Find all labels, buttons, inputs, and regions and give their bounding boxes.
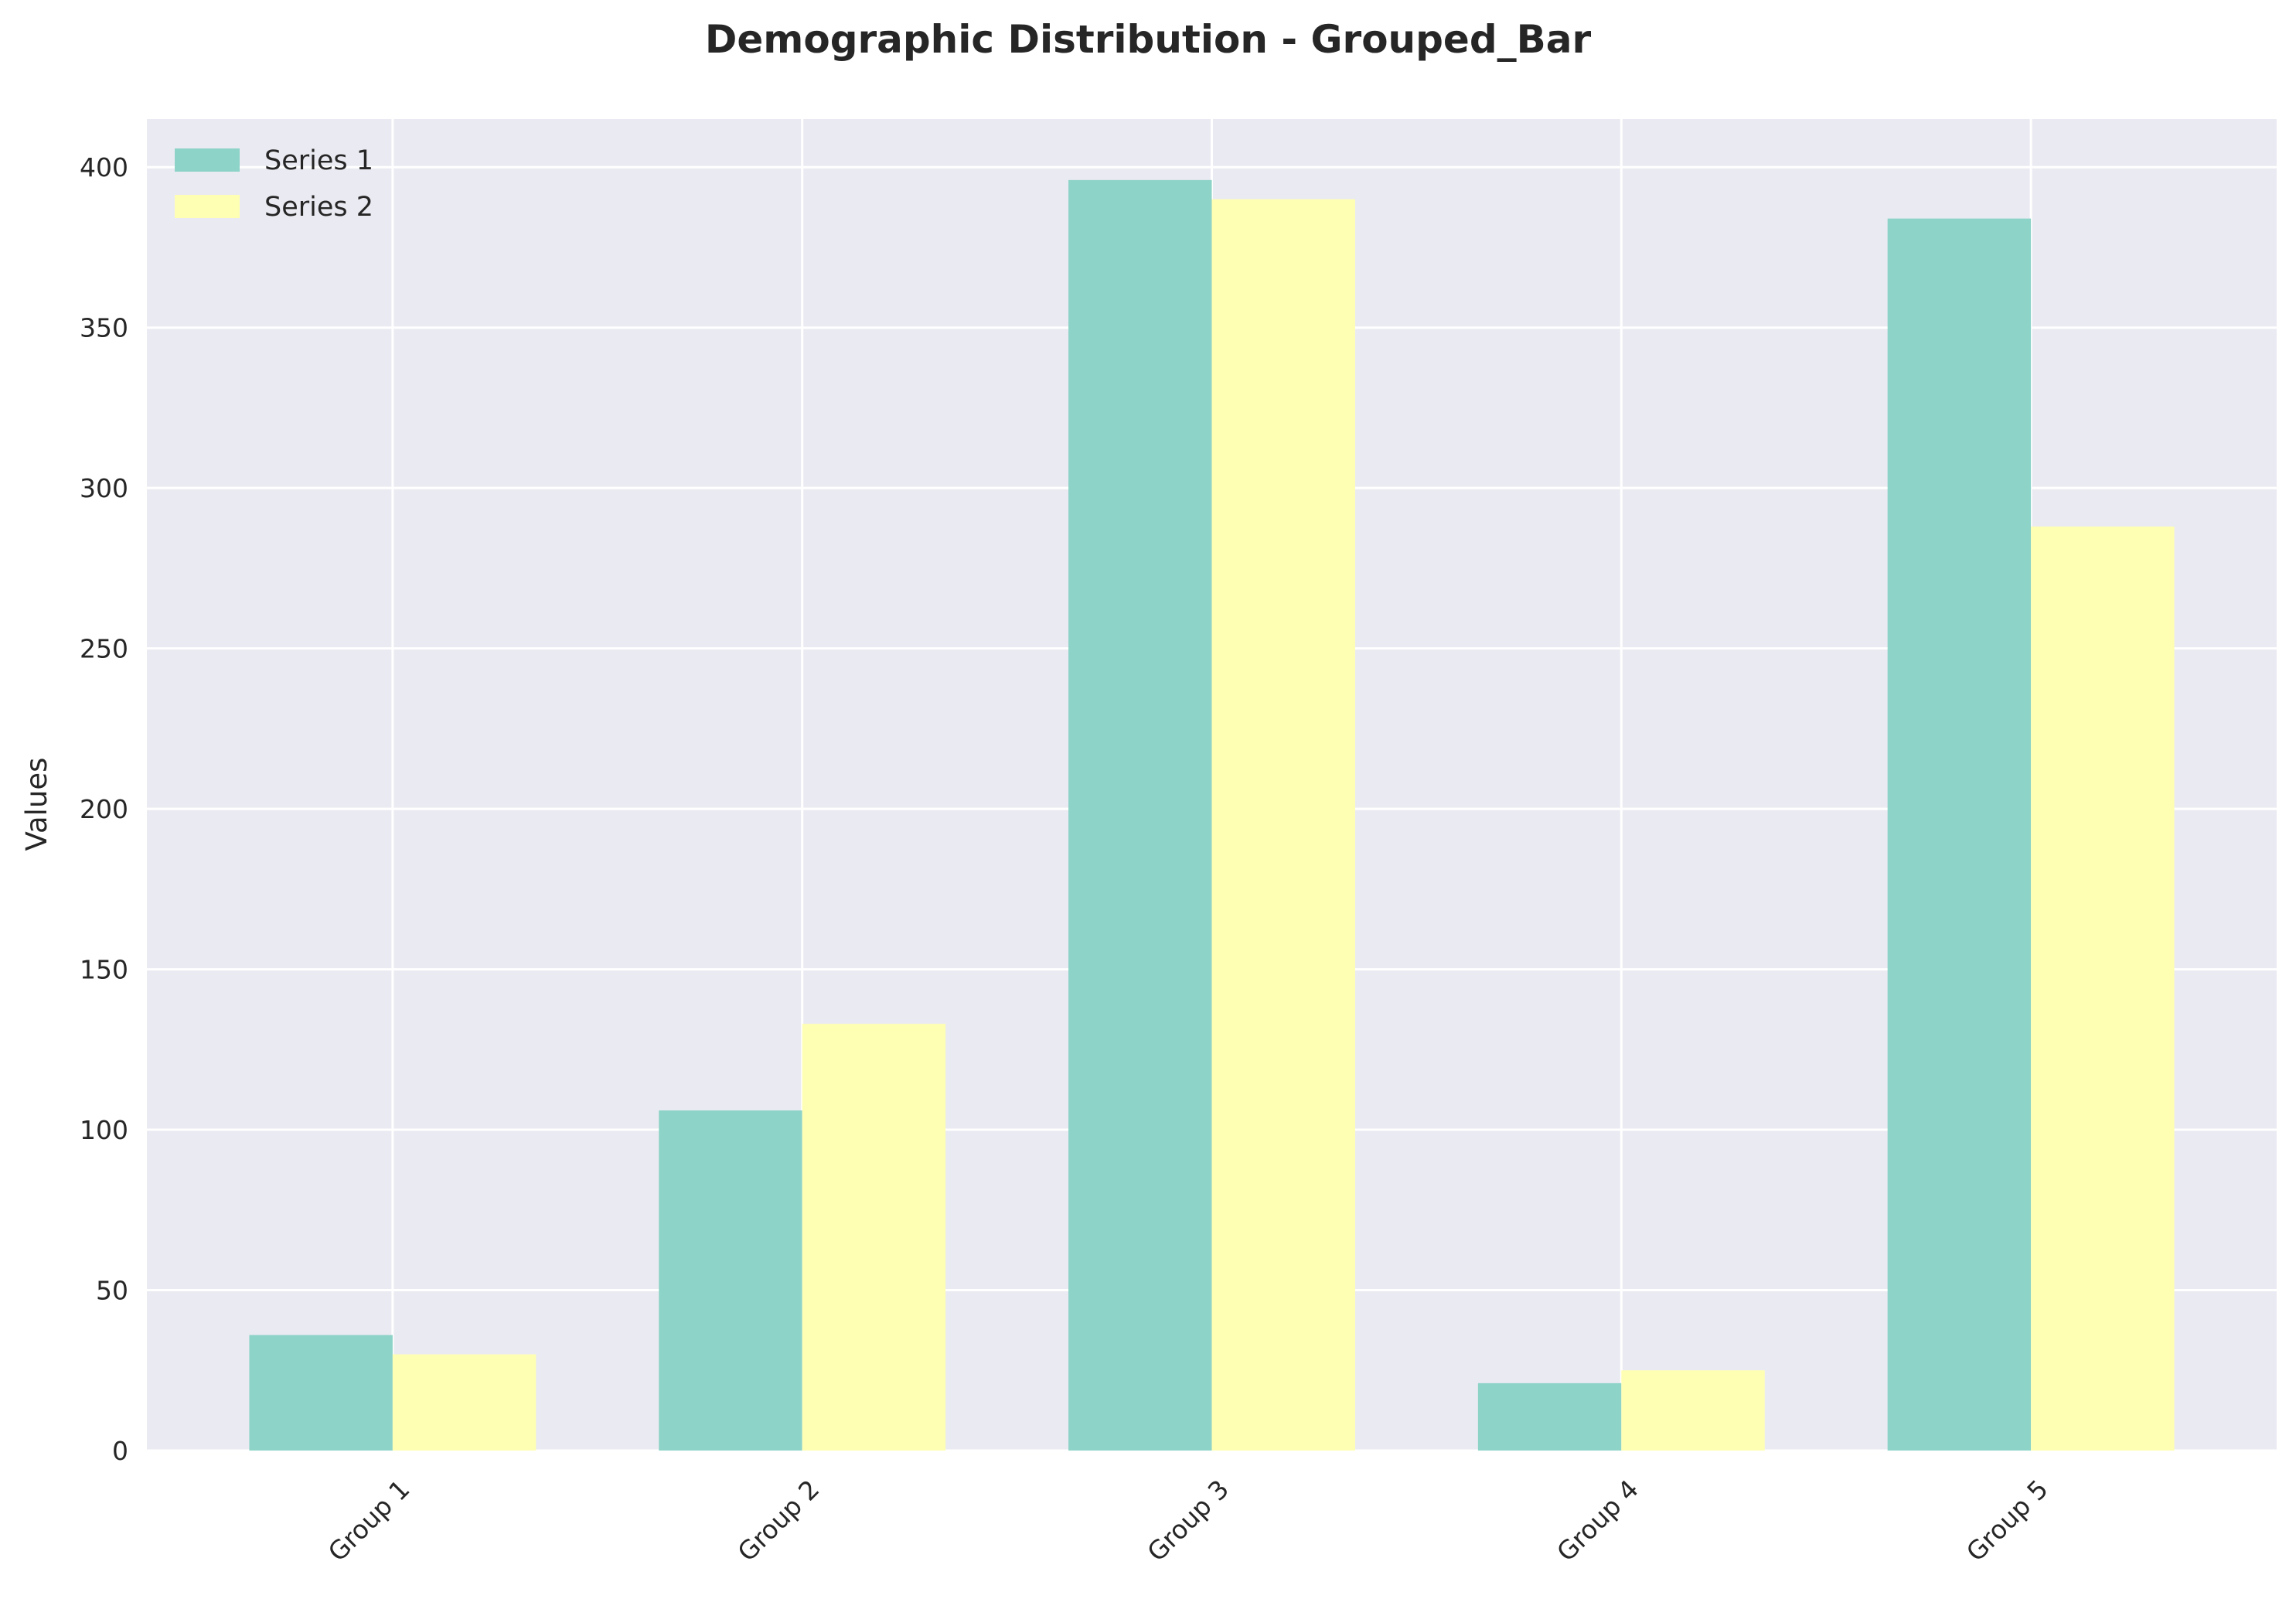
bar-series-1-group-1: [249, 1335, 393, 1451]
legend-label: Series 1: [264, 145, 373, 176]
y-axis-label: Values: [20, 758, 53, 851]
y-tick-label: 300: [80, 473, 128, 503]
x-tick-label: Group 1: [322, 1474, 416, 1567]
y-tick-label: 250: [80, 634, 128, 664]
y-tick-label: 350: [80, 313, 128, 343]
bar-series-1-group-2: [659, 1110, 802, 1451]
y-tick-label: 0: [112, 1436, 128, 1466]
x-tick-label: Group 3: [1141, 1474, 1235, 1567]
y-tick-label: 50: [96, 1276, 128, 1306]
y-tick-label: 400: [80, 152, 128, 182]
bar-series-2-group-1: [392, 1354, 537, 1451]
legend: Series 1 Series 2: [175, 145, 373, 223]
bars: [249, 179, 2175, 1451]
y-tick-label: 200: [80, 794, 128, 824]
y-tick-label: 150: [80, 955, 128, 985]
legend-swatch: [175, 195, 240, 218]
legend-swatch: [175, 148, 240, 172]
x-axis-ticks: Group 1 Group 2 Group 3 Group 4 Group 5: [322, 1474, 2054, 1567]
bar-series-2-group-5: [2031, 526, 2175, 1451]
bar-series-1-group-3: [1068, 179, 1212, 1451]
bar-series-1-group-4: [1477, 1383, 1622, 1451]
x-tick-label: Group 5: [1960, 1474, 2054, 1567]
bar-series-2-group-4: [1621, 1370, 1765, 1451]
bar-series-2-group-2: [802, 1024, 946, 1451]
y-tick-label: 100: [80, 1115, 128, 1145]
chart-title: Demographic Distribution - Grouped_Bar: [705, 17, 1592, 62]
bar-series-1-group-5: [1887, 218, 2032, 1451]
bar-series-2-group-3: [1211, 199, 1355, 1451]
legend-label: Series 2: [264, 192, 373, 223]
y-axis-ticks: 0 50 100 150 200 250 300 350 400: [80, 152, 128, 1466]
x-tick-label: Group 4: [1551, 1474, 1644, 1567]
x-tick-label: Group 2: [731, 1474, 825, 1567]
